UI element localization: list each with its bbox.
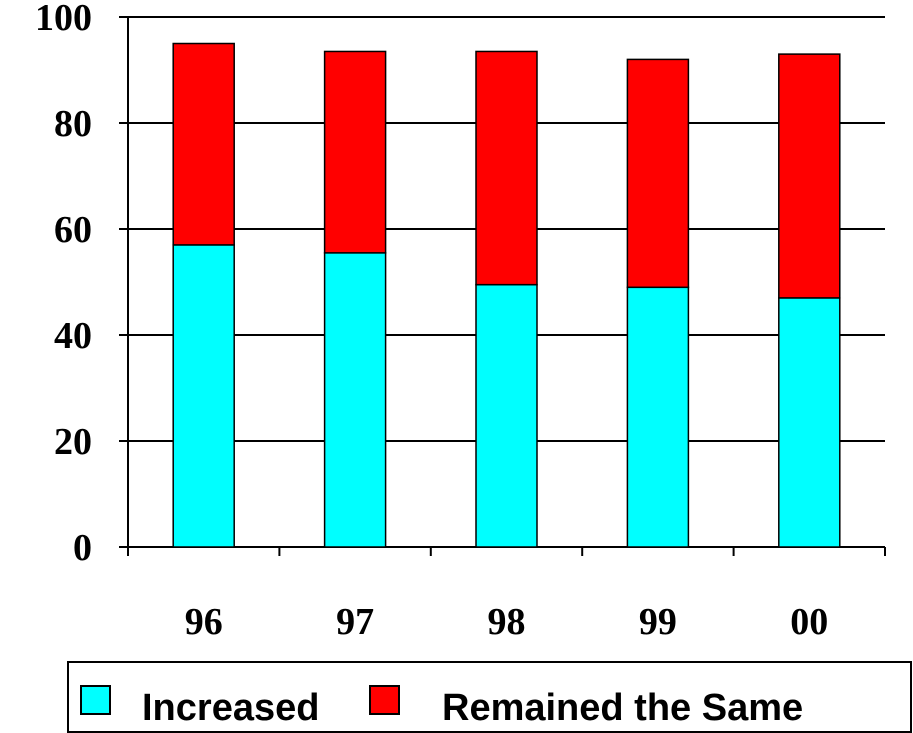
x-tick-label-96: 96 — [185, 601, 223, 643]
bar-99-series-0 — [627, 287, 688, 547]
x-tick-label-00: 00 — [790, 601, 828, 643]
legend: Increased Remained the Same — [68, 662, 911, 732]
bar-98-series-1 — [476, 51, 537, 284]
legend-swatch-0 — [81, 686, 110, 714]
bar-96-series-1 — [173, 44, 234, 245]
y-tick-label-80: 80 — [54, 103, 92, 145]
bar-99-series-1 — [627, 59, 688, 287]
legend-label-0: Increased — [142, 687, 319, 729]
y-tick-label-40: 40 — [54, 315, 92, 357]
y-tick-label-0: 0 — [73, 527, 92, 569]
y-tick-label-100: 100 — [35, 0, 92, 39]
bars — [173, 44, 840, 548]
bar-00-series-0 — [779, 298, 840, 547]
x-tick-label-97: 97 — [336, 601, 374, 643]
x-tick-label-99: 99 — [639, 601, 677, 643]
y-tick-label-60: 60 — [54, 209, 92, 251]
legend-swatch-1 — [370, 686, 399, 714]
y-tick-label-20: 20 — [54, 421, 92, 463]
bar-97-series-1 — [325, 51, 386, 252]
bar-97-series-0 — [325, 253, 386, 547]
bar-98-series-0 — [476, 285, 537, 547]
bar-96-series-0 — [173, 245, 234, 547]
legend-label-1: Remained the Same — [442, 687, 803, 729]
x-tick-label-98: 98 — [488, 601, 526, 643]
bar-00-series-1 — [779, 54, 840, 298]
